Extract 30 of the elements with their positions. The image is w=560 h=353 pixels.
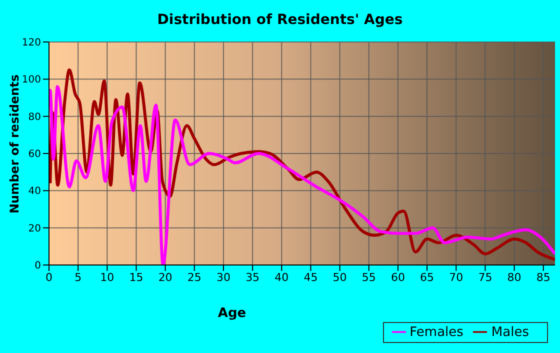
x-tick-label: 70	[449, 270, 464, 284]
x-tick-label: 25	[187, 270, 202, 284]
y-tick-label: 60	[28, 149, 41, 160]
y-tick-label: 100	[22, 74, 41, 86]
x-tick-label: 75	[478, 270, 492, 284]
legend-label: Males	[491, 325, 529, 340]
y-tick-label: 20	[28, 223, 41, 234]
y-tick-label: 0	[34, 260, 41, 272]
x-tick-label: 45	[304, 270, 318, 284]
x-tick-label: 55	[362, 270, 376, 284]
x-tick-label: 15	[129, 270, 144, 284]
x-tick-label: 20	[158, 270, 172, 284]
x-tick-label: 65	[420, 270, 434, 284]
y-tick-label: 80	[28, 112, 41, 123]
chart-title: Distribution of Residents' Ages	[156, 12, 404, 28]
x-tick-label: 0	[46, 270, 52, 284]
y-tick-label: 40	[28, 186, 41, 198]
legend-label: Females	[410, 325, 464, 340]
x-tick-label: 5	[74, 270, 82, 284]
x-axis-title: Age	[218, 306, 246, 321]
y-axis-title: Number of residents	[7, 74, 22, 214]
y-tick-label: 120	[22, 38, 41, 49]
x-tick-label: 85	[536, 270, 550, 284]
x-tick-label: 35	[246, 270, 260, 284]
x-tick-label: 10	[100, 270, 114, 284]
x-tick-label: 80	[507, 270, 522, 284]
x-tick-label: 60	[390, 270, 405, 284]
x-tick-label: 50	[332, 270, 347, 284]
x-tick-label: 40	[274, 270, 289, 284]
x-tick-label: 30	[216, 270, 230, 284]
